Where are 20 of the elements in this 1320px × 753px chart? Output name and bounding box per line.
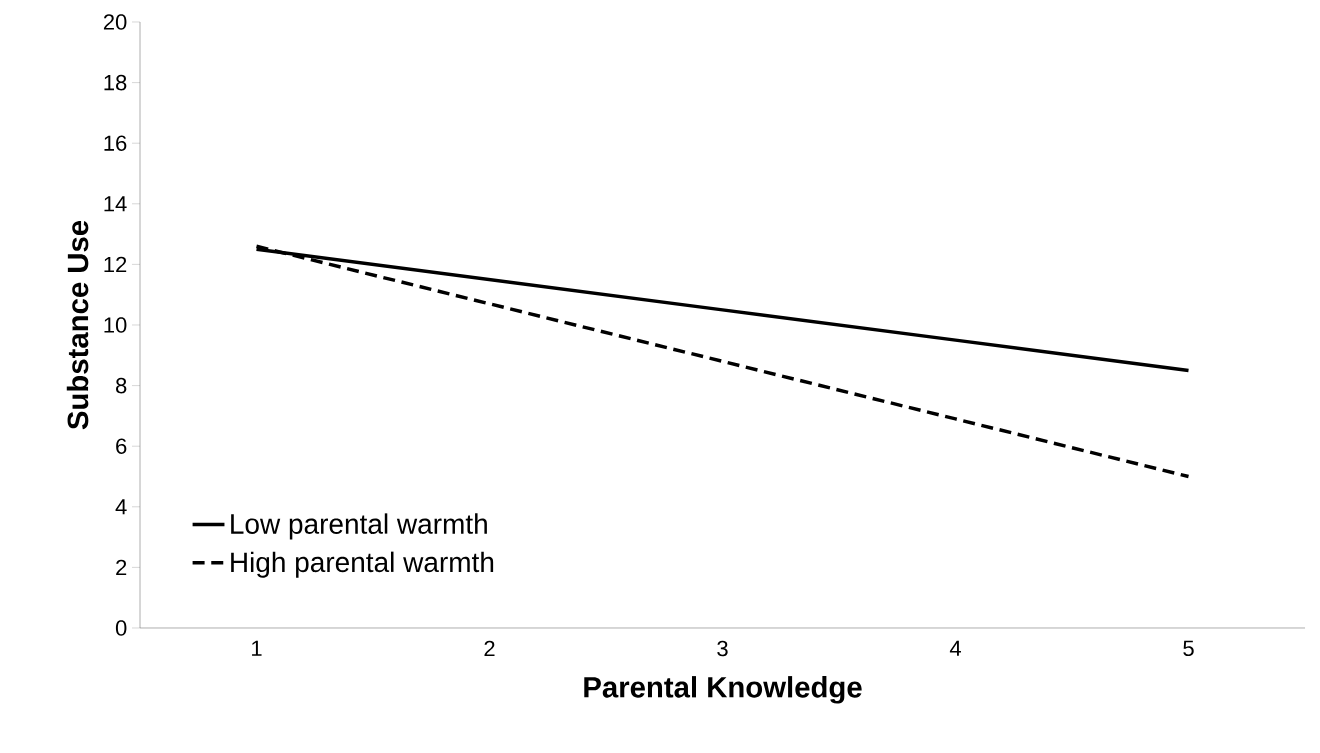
y-tick-label: 20: [103, 14, 127, 30]
y-tick-label: 4: [115, 499, 127, 515]
y-tick-label: 16: [104, 135, 127, 151]
x-tick-label: 2: [484, 640, 495, 657]
y-tick-label: 12: [104, 256, 127, 273]
y-axis-title: Substance Use: [66, 220, 89, 430]
y-tick-label: 6: [116, 438, 127, 454]
x-tick-label: 4: [949, 640, 961, 656]
legend-label: Low parental warmth: [231, 513, 487, 540]
x-tick-label: 3: [717, 640, 728, 657]
y-tick-label: 8: [116, 377, 127, 394]
legend-label: High parental warmth: [231, 551, 494, 578]
x-tick-label: 5: [1183, 640, 1194, 657]
y-tick-label: 18: [104, 74, 127, 91]
y-tick-label: 0: [115, 620, 127, 636]
x-axis-title: Parental Knowledge: [584, 676, 862, 704]
y-tick-label: 10: [104, 317, 127, 333]
x-tick-label: 1: [252, 640, 262, 656]
y-tick-label: 14: [104, 196, 127, 212]
y-tick-label: 2: [116, 559, 127, 576]
